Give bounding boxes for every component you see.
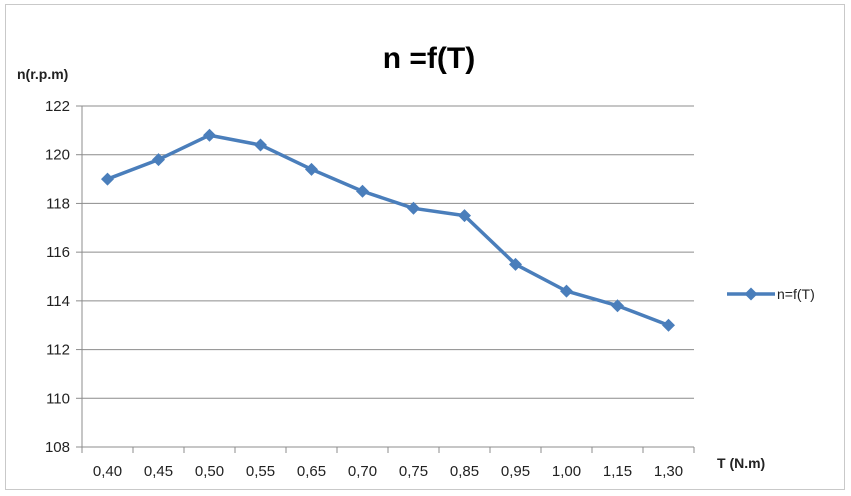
data-point bbox=[101, 172, 114, 186]
legend-swatch-marker bbox=[744, 287, 758, 301]
data-point bbox=[356, 184, 369, 198]
y-tick-label: 110 bbox=[46, 390, 70, 407]
axes bbox=[76, 105, 695, 453]
x-tick-label: 0,40 bbox=[93, 463, 122, 480]
series-line bbox=[106, 133, 670, 327]
series-group bbox=[101, 128, 675, 332]
y-tick-label: 122 bbox=[45, 98, 70, 115]
legend: n=f(T) bbox=[727, 286, 815, 302]
y-tick-label: 112 bbox=[46, 342, 70, 359]
x-tick-label: 0,65 bbox=[297, 463, 326, 480]
y-tick-label: 118 bbox=[46, 195, 70, 212]
y-axis-label: n(r.p.m) bbox=[17, 66, 68, 82]
legend-label: n=f(T) bbox=[777, 286, 815, 302]
x-axis-label: T (N.m) bbox=[717, 455, 765, 471]
x-tick-label: 1,15 bbox=[603, 463, 632, 480]
data-point bbox=[560, 284, 573, 298]
data-point bbox=[458, 209, 471, 223]
data-point bbox=[611, 299, 624, 313]
y-tick-label: 120 bbox=[45, 147, 70, 164]
data-point bbox=[254, 138, 267, 152]
y-tick-label: 108 bbox=[45, 439, 70, 456]
data-point bbox=[203, 128, 216, 142]
x-tick-label: 0,75 bbox=[399, 463, 428, 480]
y-tick-labels: 108 110 112 114 116 118 120 122 bbox=[45, 98, 70, 456]
x-tick-label: 0,85 bbox=[450, 463, 479, 480]
chart-frame bbox=[5, 4, 845, 490]
x-tick-label: 0,45 bbox=[144, 463, 173, 480]
data-point bbox=[509, 257, 522, 271]
data-point bbox=[305, 162, 318, 176]
data-point bbox=[407, 201, 420, 215]
y-tick-label: 114 bbox=[46, 293, 70, 310]
x-tick-label: 1,30 bbox=[654, 463, 683, 480]
y-tick-label: 116 bbox=[46, 244, 70, 261]
x-tick-label: 0,70 bbox=[348, 463, 377, 480]
data-point bbox=[662, 318, 675, 332]
gridlines bbox=[82, 105, 694, 399]
x-tick-labels: 0,40 0,45 0,50 0,55 0,65 0,70 0,75 0,85 0,95 1,00… bbox=[93, 463, 683, 480]
x-tick-label: 0,55 bbox=[246, 463, 275, 480]
chart-title: n =f(T) bbox=[383, 42, 475, 75]
x-tick-label: 0,50 bbox=[195, 463, 224, 480]
x-tick-label: 1,00 bbox=[552, 463, 581, 480]
x-tick-label: 0,95 bbox=[501, 463, 530, 480]
data-point bbox=[152, 153, 165, 167]
